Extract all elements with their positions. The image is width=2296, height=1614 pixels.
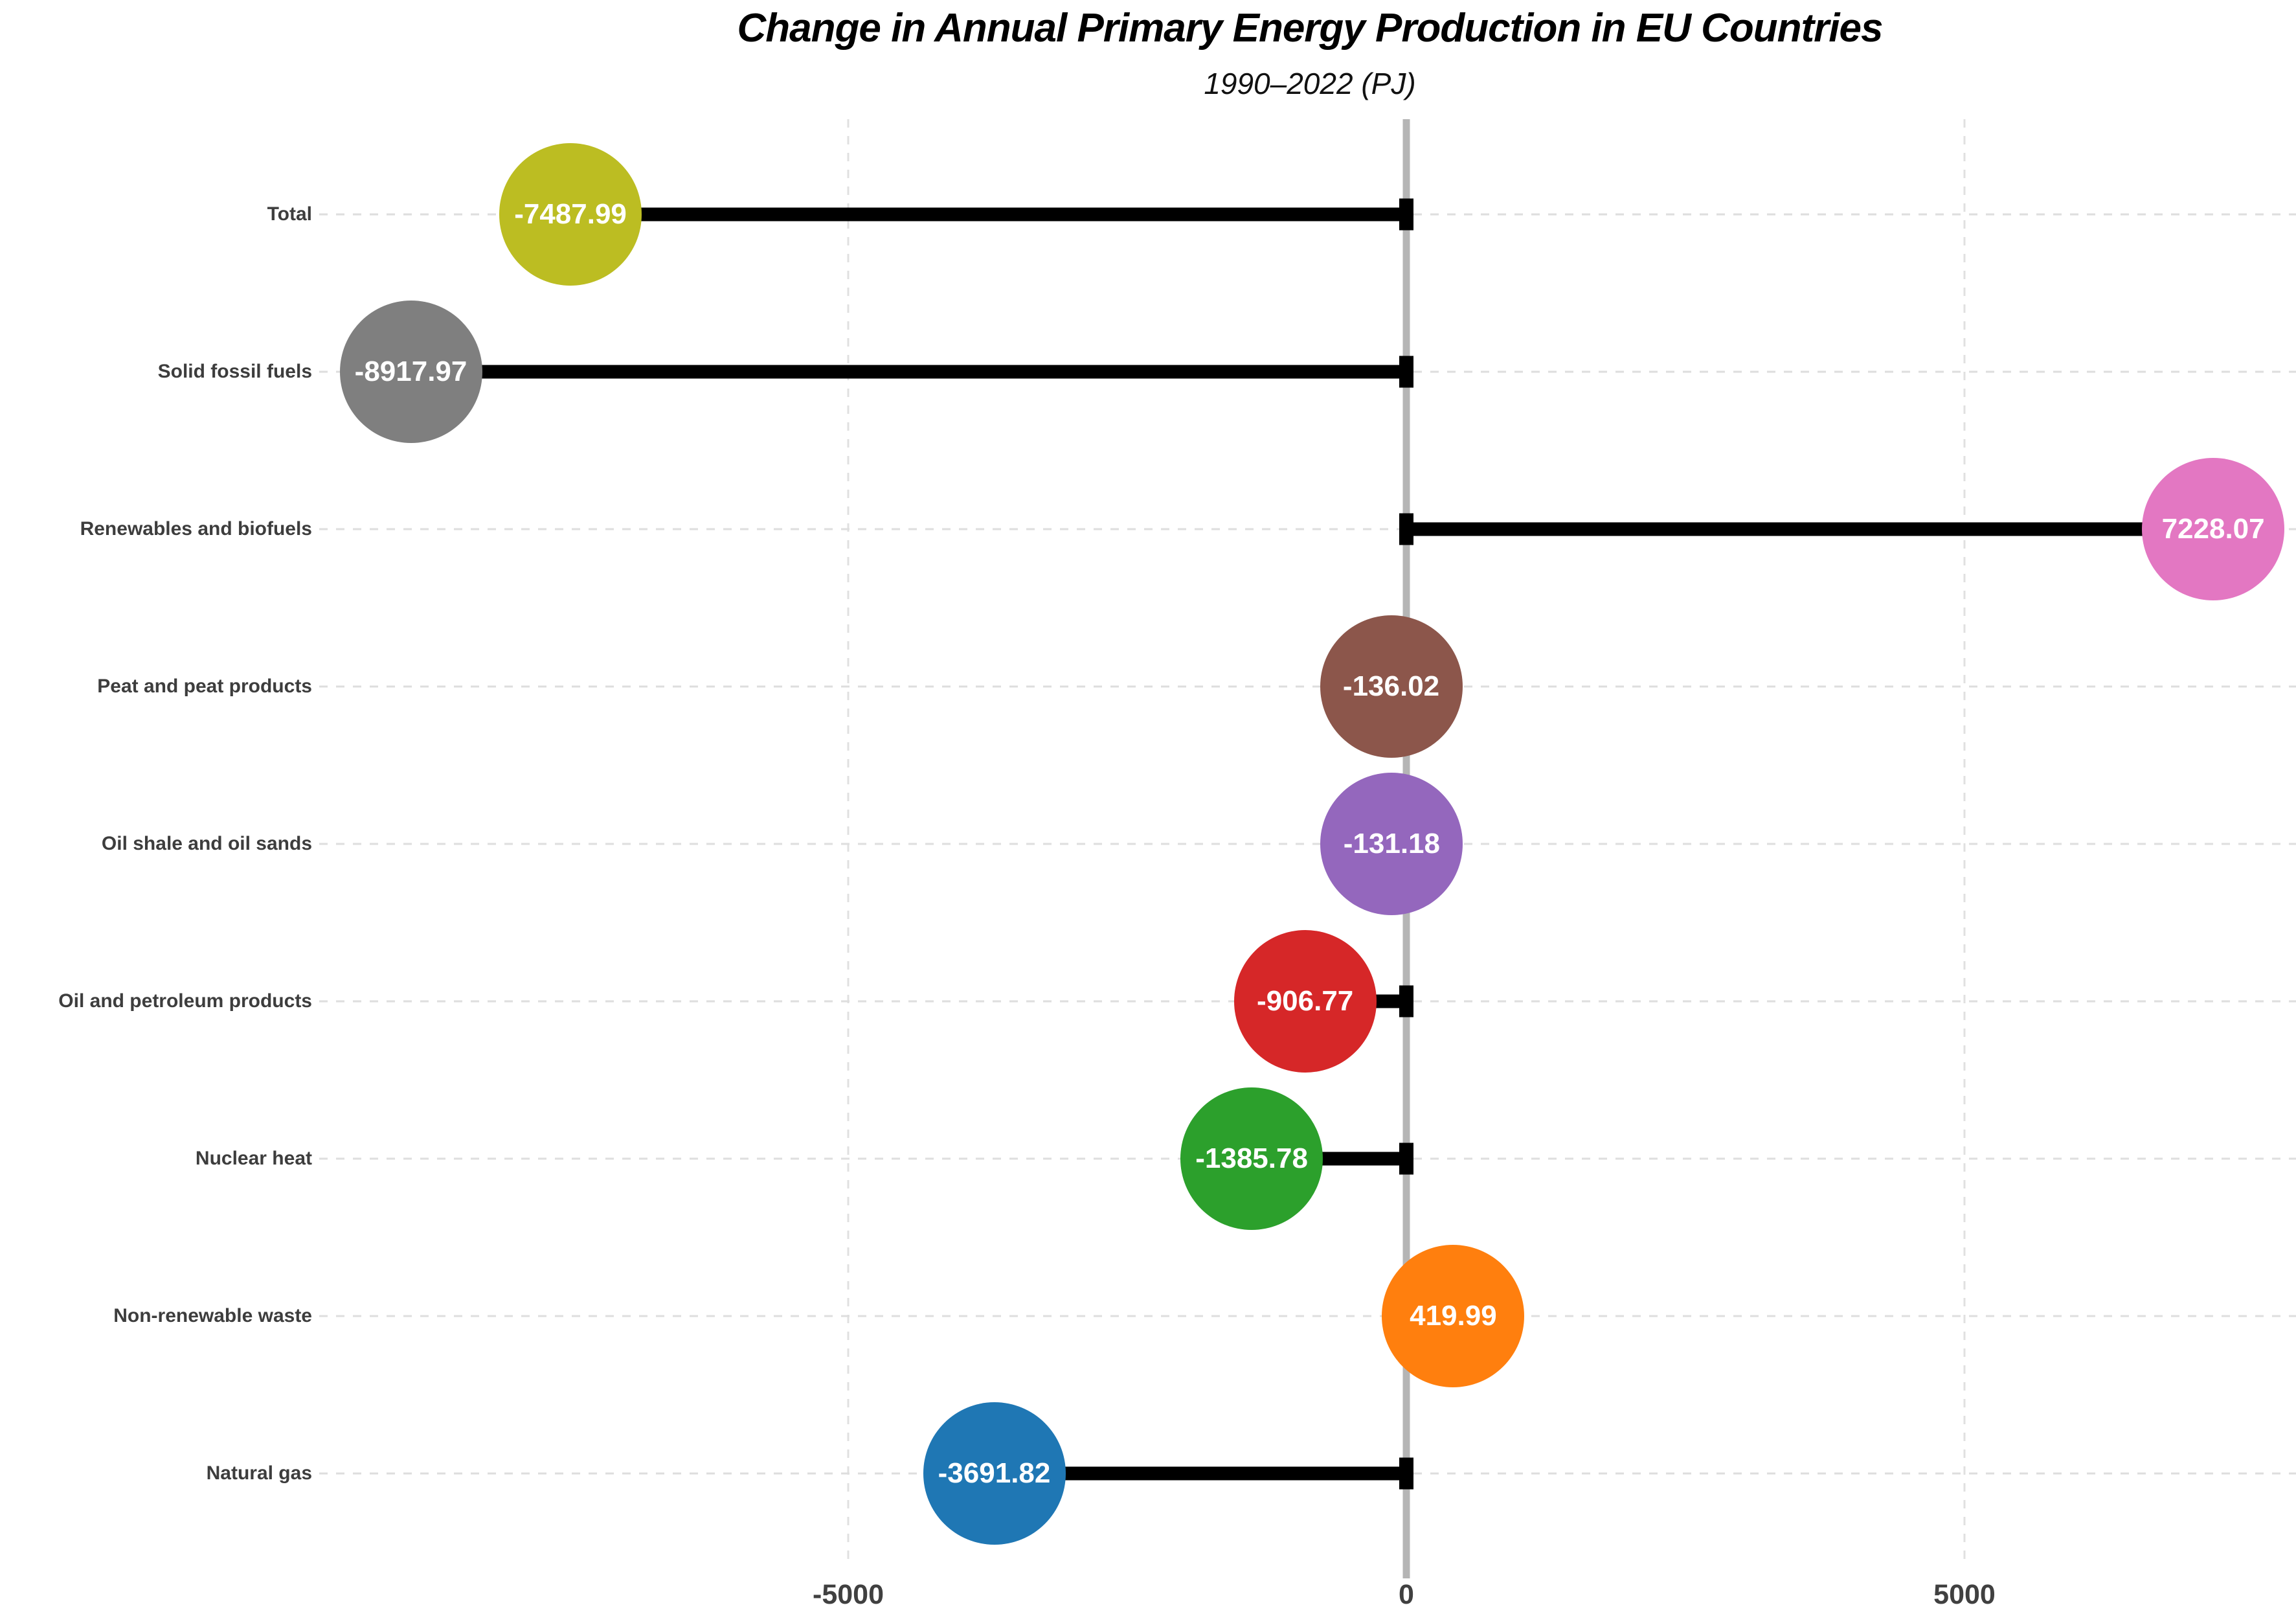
row-gridline xyxy=(319,1315,2296,1317)
row-gridline xyxy=(319,843,2296,845)
lollipop-circle: -8917.97 xyxy=(339,301,482,443)
lollipop-circle: -3691.82 xyxy=(923,1402,1066,1545)
lollipop-circle: -906.77 xyxy=(1233,930,1377,1073)
lollipop-circle: 7228.07 xyxy=(2142,458,2285,600)
lollipop-stem xyxy=(1406,522,2214,536)
stem-zero-cap xyxy=(1399,1457,1413,1490)
category-label: Natural gas xyxy=(206,1462,312,1484)
chart-title: Change in Annual Primary Energy Producti… xyxy=(737,6,1884,51)
stem-zero-cap xyxy=(1399,513,1413,545)
lollipop-stem xyxy=(570,207,1406,222)
category-label: Total xyxy=(267,203,312,225)
vertical-gridline xyxy=(1963,119,1966,1565)
row-gridline xyxy=(319,685,2296,688)
category-label: Peat and peat products xyxy=(97,676,312,697)
x-tick-label: 0 xyxy=(1399,1579,1414,1610)
category-label: Oil shale and oil sands xyxy=(101,833,312,854)
category-label: Solid fossil fuels xyxy=(157,361,312,382)
x-tick-label: 5000 xyxy=(1933,1579,1996,1610)
lollipop-circle: -136.02 xyxy=(1320,615,1463,758)
row-gridline xyxy=(319,528,2296,530)
category-label: Non-renewable waste xyxy=(113,1305,312,1326)
lollipop-circle: -1385.78 xyxy=(1180,1087,1323,1230)
vertical-gridline xyxy=(847,119,850,1565)
stem-zero-cap xyxy=(1399,1142,1413,1175)
lollipop-circle: 419.99 xyxy=(1382,1245,1525,1387)
category-label: Nuclear heat xyxy=(195,1148,312,1169)
category-label: Renewables and biofuels xyxy=(80,518,312,540)
stem-zero-cap xyxy=(1399,198,1413,231)
lollipop-circle: -131.18 xyxy=(1320,773,1463,915)
category-label: Oil and petroleum products xyxy=(58,990,312,1012)
lollipop-circle: -7487.99 xyxy=(499,143,642,286)
stem-zero-cap xyxy=(1399,356,1413,388)
x-tick-label: -5000 xyxy=(813,1579,884,1610)
chart-subtitle: 1990–2022 (PJ) xyxy=(1204,67,1416,100)
stem-zero-cap xyxy=(1399,985,1413,1017)
lollipop-stem xyxy=(994,1466,1406,1481)
lollipop-stem xyxy=(411,365,1406,379)
